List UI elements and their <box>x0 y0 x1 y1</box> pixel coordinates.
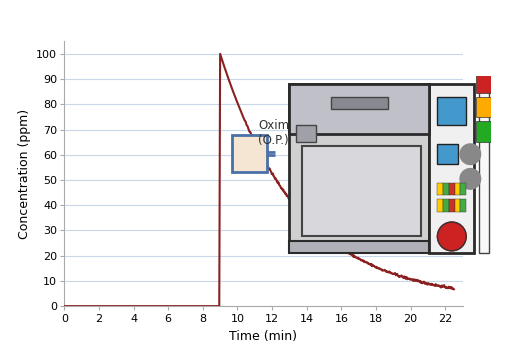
Bar <box>449 183 455 195</box>
Bar <box>289 240 429 253</box>
Y-axis label: Concentration (ppm): Concentration (ppm) <box>18 109 31 239</box>
Circle shape <box>460 144 481 164</box>
Bar <box>443 200 449 212</box>
Bar <box>443 183 449 195</box>
Bar <box>476 72 491 93</box>
Bar <box>437 144 458 164</box>
Circle shape <box>437 222 466 251</box>
Bar <box>476 121 491 142</box>
Bar <box>429 84 474 253</box>
Bar <box>455 200 461 212</box>
Bar <box>455 183 461 195</box>
Bar <box>302 146 421 236</box>
Text: Oximeter
(O.P.): Oximeter (O.P.) <box>258 119 314 148</box>
Bar <box>461 183 466 195</box>
Bar <box>479 84 489 253</box>
X-axis label: Time (min): Time (min) <box>229 330 298 343</box>
Bar <box>437 183 443 195</box>
Circle shape <box>460 169 481 189</box>
Bar <box>449 200 455 212</box>
Bar <box>437 97 466 126</box>
Bar <box>461 200 466 212</box>
Bar <box>476 97 491 117</box>
Bar <box>289 84 429 134</box>
Bar <box>437 200 443 212</box>
Bar <box>296 126 316 142</box>
Bar <box>289 84 429 245</box>
Bar <box>331 97 388 109</box>
Bar <box>232 135 267 172</box>
